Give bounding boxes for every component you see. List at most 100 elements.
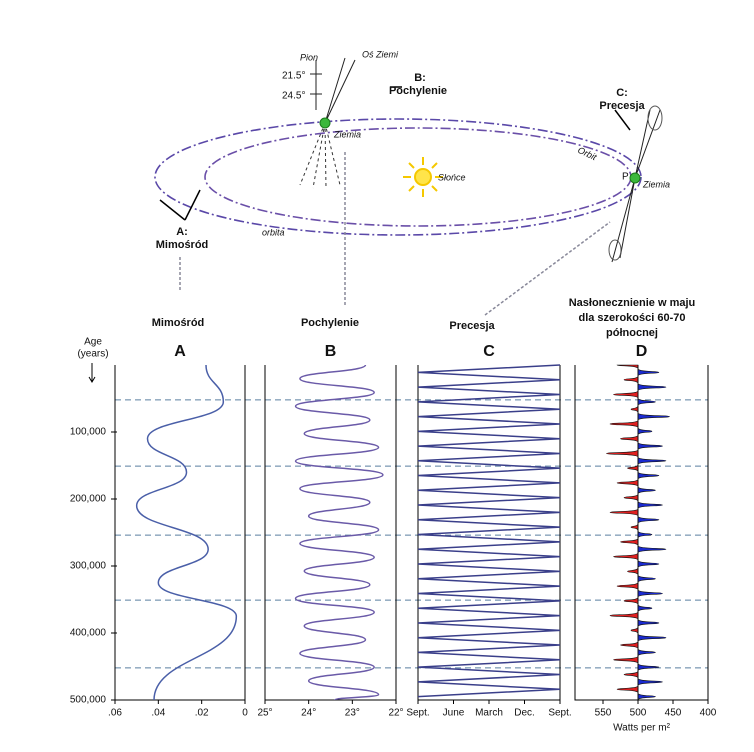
insolation-lobe: [637, 398, 656, 406]
curve: [135, 364, 238, 701]
label: Pion: [300, 52, 318, 62]
x-tick-label: 25°: [257, 708, 272, 719]
panel-frame: [264, 365, 397, 701]
label: północnej: [606, 327, 658, 339]
curve: [417, 364, 561, 698]
insolation-lobe: [613, 552, 639, 561]
insolation-lobe: [637, 501, 663, 510]
panel-frame: [114, 365, 246, 701]
insolation-lobe: [637, 412, 670, 421]
insolation-lobe: [623, 597, 639, 605]
panel-title: C: [483, 343, 495, 360]
insolation-lobe: [637, 692, 656, 701]
label: Słońce: [438, 172, 466, 182]
label: B:: [414, 72, 426, 84]
label: Precesja: [599, 100, 645, 112]
axis-lines: [310, 57, 356, 124]
label: orbita: [262, 227, 285, 237]
insolation-lobe: [609, 508, 639, 517]
insolation-lobe: [630, 523, 639, 531]
label: P: [622, 172, 629, 183]
label: Mimośród: [152, 317, 205, 329]
x-tick-label: Dec.: [514, 708, 535, 719]
label: 21.5°: [282, 71, 305, 82]
earth: [629, 172, 641, 184]
insolation-lobe: [620, 641, 639, 649]
age-arrow: [88, 363, 96, 383]
insolation-lobe: [637, 515, 660, 524]
x-axis-label: Watts per m²: [613, 723, 671, 734]
panel-frame: [574, 365, 709, 701]
x-tick-label: .04: [151, 708, 165, 719]
x-tick-label: 400: [700, 708, 717, 719]
insolation-lobe: [616, 582, 639, 591]
cone-top: [647, 105, 663, 131]
age-tick-label: 500,000: [70, 695, 107, 706]
x-tick-label: 0: [242, 708, 248, 719]
insolation-lobe: [637, 560, 660, 568]
insolation-lobe: [637, 663, 660, 672]
insolation-lobe: [616, 364, 639, 369]
x-tick-label: 550: [595, 708, 612, 719]
x-tick-label: June: [443, 708, 465, 719]
label-arrows: [179, 150, 611, 316]
x-tick-label: 500: [630, 708, 647, 719]
label: Ziemia: [642, 179, 670, 189]
label: Nasłonecznienie w maju: [569, 297, 696, 309]
insolation-lobe: [637, 633, 667, 642]
label: Pochylenie: [301, 317, 359, 329]
axis-label: Age: [84, 337, 102, 348]
pointer-arrows: [159, 86, 631, 221]
insolation-lobe: [620, 538, 639, 546]
insolation-lobe: [609, 419, 639, 428]
insolation-lobe: [637, 456, 667, 465]
label: A:: [176, 226, 188, 238]
insolation-lobe: [637, 589, 663, 598]
insolation-lobe: [637, 604, 653, 613]
insolation-lobe: [623, 375, 639, 384]
label: C:: [616, 87, 628, 99]
insolation-lobe: [616, 478, 639, 487]
insolation-lobe: [637, 618, 660, 627]
x-tick-label: .06: [108, 708, 122, 719]
earth: [319, 117, 331, 129]
label: dla szerokości 60-70: [578, 312, 685, 324]
insolation-lobe: [606, 449, 639, 458]
label: Precesja: [449, 320, 495, 332]
orbit-diagram: [154, 57, 663, 316]
insolation-lobe: [637, 677, 663, 686]
x-tick-label: 24°: [301, 708, 316, 719]
insolation-lobe: [630, 626, 639, 635]
label: Pochylenie: [389, 85, 447, 97]
insolation-lobe: [637, 427, 653, 436]
insolation-lobe: [623, 670, 639, 679]
label: Mimośród: [156, 239, 209, 251]
panel-title: D: [636, 343, 648, 360]
insolation-lobe: [627, 567, 639, 576]
axis-label: (years): [77, 349, 108, 360]
age-tick-label: 300,000: [70, 561, 107, 572]
age-tick-label: 100,000: [70, 427, 107, 438]
age-tick-label: 200,000: [70, 494, 107, 505]
curve: [294, 364, 384, 701]
x-tick-label: Sept.: [548, 708, 571, 719]
insolation-lobe: [609, 611, 639, 620]
insolation-lobe: [637, 545, 667, 554]
x-tick-label: March: [475, 708, 503, 719]
age-tick-label: 400,000: [70, 628, 107, 639]
x-tick-label: .02: [195, 708, 209, 719]
insolation-lobe: [637, 530, 653, 539]
x-tick-label: 23°: [345, 708, 360, 719]
label: 24.5°: [282, 91, 305, 102]
outer-orbit: [154, 118, 642, 236]
sun: [403, 157, 443, 197]
insolation-lobe: [637, 648, 656, 657]
panel-title: B: [325, 343, 337, 360]
insolation-lobe: [620, 434, 639, 443]
x-tick-label: 22°: [388, 708, 403, 719]
insolation-lobe: [637, 574, 656, 583]
insolation-lobe: [637, 471, 660, 480]
insolation-lobe: [637, 442, 663, 451]
x-tick-label: 450: [665, 708, 682, 719]
